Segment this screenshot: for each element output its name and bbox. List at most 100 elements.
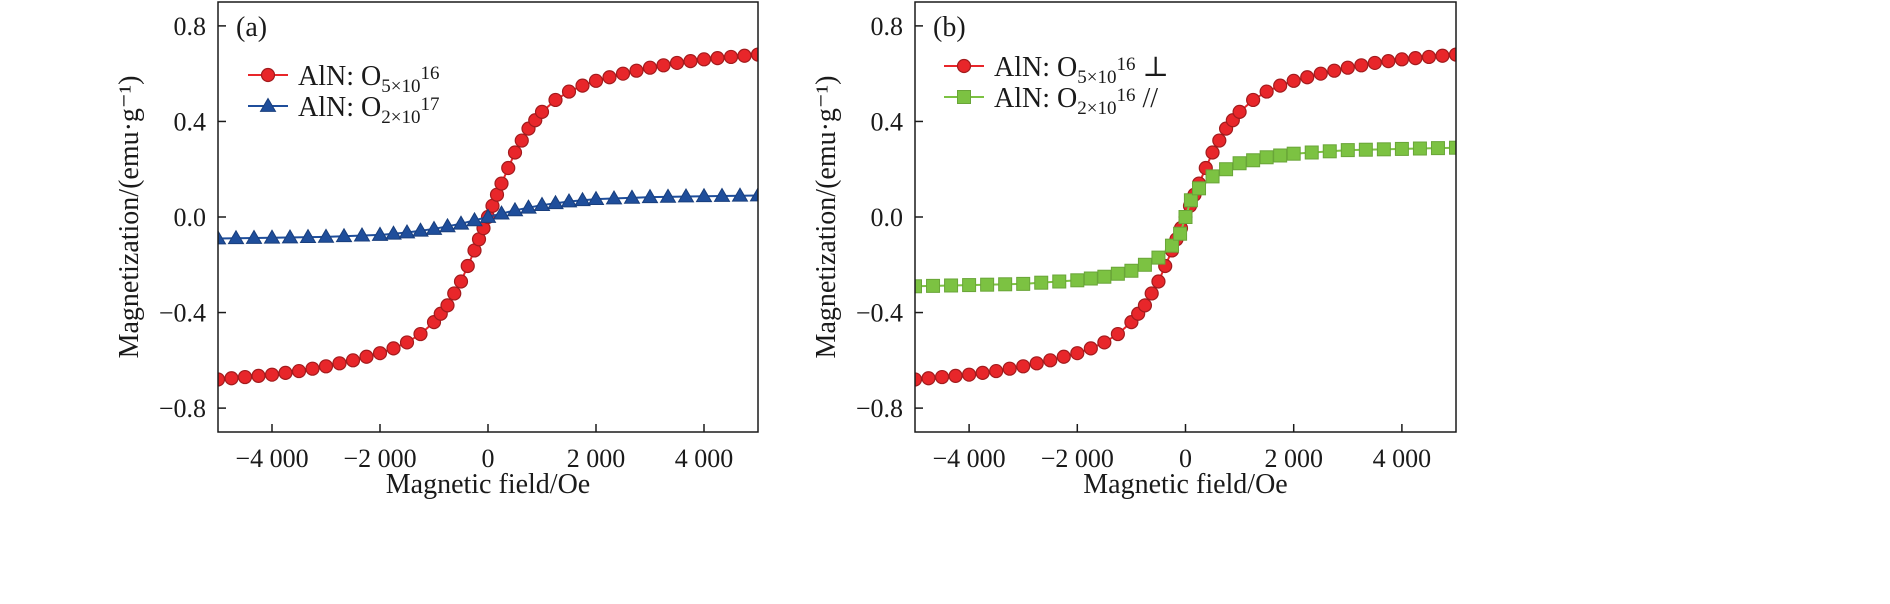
legend-item: AlN: O2×1016 //	[944, 83, 1158, 119]
data-point	[1138, 299, 1151, 312]
data-point	[1431, 142, 1444, 155]
y-tick-label: 0.4	[871, 107, 904, 136]
legend-marker	[958, 60, 971, 73]
data-point	[671, 56, 684, 69]
data-point	[949, 369, 962, 382]
y-tick-label: −0.8	[159, 394, 206, 423]
data-point	[976, 366, 989, 379]
data-point	[563, 85, 576, 98]
data-point	[922, 372, 935, 385]
data-point	[1030, 357, 1043, 370]
data-point	[401, 336, 414, 349]
data-point	[1017, 360, 1030, 373]
data-point	[495, 177, 508, 190]
data-point	[738, 49, 751, 62]
y-tick-label: 0.8	[174, 12, 207, 41]
data-point	[1220, 163, 1233, 176]
data-point	[617, 67, 630, 80]
data-point	[1084, 272, 1097, 285]
legend: AlN: O5×1016AlN: O2×1017	[248, 61, 439, 128]
data-point	[1179, 211, 1192, 224]
data-point	[981, 278, 994, 291]
data-point	[225, 372, 238, 385]
legend-item: AlN: O2×1017	[248, 92, 439, 128]
data-point	[990, 365, 1003, 378]
data-point	[1111, 267, 1124, 280]
data-point	[1206, 146, 1219, 159]
data-point	[1382, 55, 1395, 68]
data-point	[1436, 49, 1449, 62]
data-point	[603, 71, 616, 84]
data-point	[1193, 182, 1206, 195]
data-point	[1341, 61, 1354, 74]
data-point	[1017, 277, 1030, 290]
data-point	[515, 134, 528, 147]
data-point	[1152, 251, 1165, 264]
data-point	[1409, 52, 1422, 65]
data-point	[347, 354, 360, 367]
data-point	[698, 53, 711, 66]
y-tick-label: 0.0	[871, 203, 904, 232]
data-point	[1138, 258, 1151, 271]
data-point	[461, 259, 474, 272]
data-point	[1305, 146, 1318, 159]
series-square	[909, 141, 1463, 293]
data-point	[590, 74, 603, 87]
legend-marker	[261, 99, 276, 112]
data-point	[1071, 347, 1084, 360]
y-axis-title: Magnetization/(emu·g⁻¹)	[811, 76, 842, 359]
data-point	[252, 369, 265, 382]
x-tick-label: 4 000	[675, 444, 734, 473]
data-point	[1301, 71, 1314, 84]
data-point	[630, 64, 643, 77]
y-axis-title: Magnetization/(emu·g⁻¹)	[114, 76, 145, 359]
data-point	[509, 146, 522, 159]
data-point	[1098, 270, 1111, 283]
data-point	[725, 50, 738, 63]
data-point	[1125, 264, 1138, 277]
data-point	[1071, 274, 1084, 287]
data-point	[360, 350, 373, 363]
figure: −4 000 −2 000 0 2 000 4 000−0.8−0.40.00.40.8…	[0, 0, 1890, 604]
data-point	[657, 59, 670, 72]
data-point	[1233, 105, 1246, 118]
legend-marker	[262, 69, 275, 82]
data-point	[320, 360, 333, 373]
data-point	[1395, 142, 1408, 155]
data-point	[1260, 85, 1273, 98]
data-point	[455, 275, 468, 288]
data-point	[1377, 143, 1390, 156]
data-point	[1174, 227, 1187, 240]
data-point	[1084, 342, 1097, 355]
data-point	[1287, 74, 1300, 87]
data-point	[1359, 143, 1372, 156]
legend-label: AlN: O2×1017	[298, 92, 439, 128]
data-point	[1341, 144, 1354, 157]
data-point	[1098, 336, 1111, 349]
data-point	[1206, 170, 1219, 183]
data-point	[1274, 149, 1287, 162]
data-point	[1145, 287, 1158, 300]
legend: AlN: O5×1016 ⊥AlN: O2×1016 //	[944, 52, 1169, 119]
data-point	[1287, 147, 1300, 160]
data-point	[963, 368, 976, 381]
data-point	[293, 365, 306, 378]
data-point	[1368, 56, 1381, 69]
data-point	[963, 279, 976, 292]
data-point	[1111, 328, 1124, 341]
x-axis-title: Magnetic field/Oe	[1083, 469, 1287, 500]
data-point	[502, 162, 515, 175]
data-point	[1003, 362, 1016, 375]
y-tick-label: −0.4	[159, 299, 206, 328]
data-point	[1053, 275, 1066, 288]
panel-label: (a)	[236, 12, 267, 43]
x-tick-label: −4 000	[235, 444, 308, 473]
data-point	[1044, 354, 1057, 367]
series-triangle	[211, 188, 766, 244]
legend-label: AlN: O2×1016 //	[994, 83, 1158, 119]
data-point	[1355, 59, 1368, 72]
data-point	[1247, 154, 1260, 167]
data-point	[644, 61, 657, 74]
data-point	[536, 105, 549, 118]
legend-marker	[958, 91, 971, 104]
